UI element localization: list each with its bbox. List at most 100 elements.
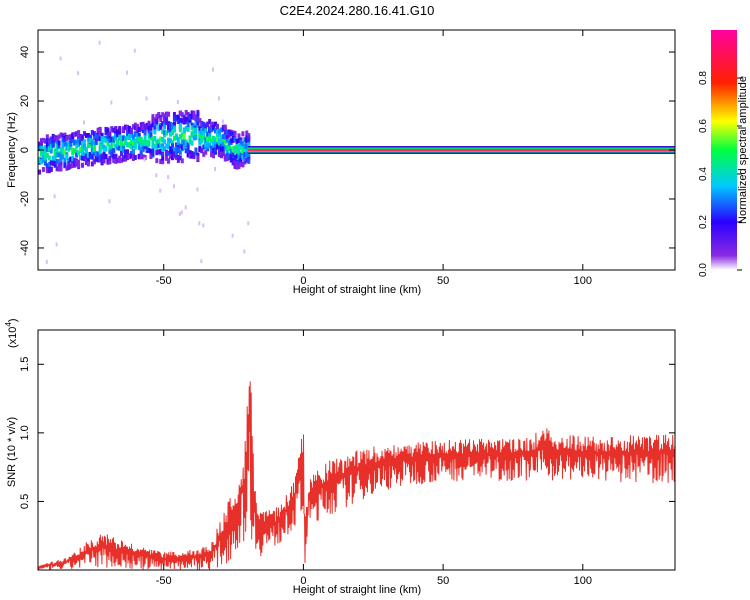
- spectrogram-cell: [51, 142, 55, 148]
- spectrogram-cell: [120, 135, 124, 141]
- spectrogram-cell: [53, 150, 57, 156]
- spectrogram-cell: [186, 112, 190, 118]
- spectrogram-cell: [92, 146, 96, 152]
- spectrogram-cell: [208, 142, 212, 148]
- spectrogram-cell: [153, 135, 157, 141]
- spectrogram-cell: [69, 141, 73, 147]
- spectrogram-cell: [98, 136, 102, 142]
- spectrogram-cell: [172, 151, 176, 157]
- spectrogram-cell: [223, 153, 227, 159]
- spectrogram-cell: [227, 132, 231, 138]
- spectrogram-cell: [241, 154, 245, 160]
- spectrogram-cell: [65, 155, 69, 161]
- spectrogram-cell: [59, 157, 63, 163]
- spectrogram-cell: [210, 145, 214, 151]
- spectrogram-cell: [215, 123, 219, 129]
- spectrogram-cell: [223, 145, 227, 151]
- spectrogram-cell: [47, 155, 51, 161]
- spectrogram-cell: [186, 152, 190, 158]
- spectrogram-cell: [147, 141, 151, 147]
- spectrogram-cell: [176, 157, 180, 163]
- spectrogram-cell: [124, 136, 128, 142]
- spectrogram-cell: [122, 147, 126, 153]
- spectrogram-cell: [86, 152, 90, 158]
- spectrogram-cell: [223, 129, 227, 135]
- spectrogram-cell: [143, 126, 147, 132]
- spectrogram-cell: [247, 151, 251, 157]
- spectrogram-cell: [47, 146, 51, 152]
- spectrogram-cell: [178, 143, 182, 149]
- spectrogram-cell: [116, 132, 120, 138]
- spectrogram-cell: [212, 136, 216, 142]
- spectrogram-cell: [182, 118, 186, 124]
- spectrogram-cell: [214, 141, 218, 147]
- spectrogram-cell: [55, 152, 59, 158]
- snr-ylabel: SNR (10 * v/v): [6, 417, 18, 487]
- spectrogram-cell: [174, 154, 178, 160]
- spectrogram-cell: [190, 153, 194, 159]
- spectrogram-cell: [118, 145, 122, 151]
- spectrogram-cell: [147, 147, 151, 153]
- spectrogram-xlabel: Height of straight line (km): [293, 284, 421, 296]
- snr-ytick-label: 0.5: [19, 494, 31, 509]
- spectrogram-cell: [198, 147, 202, 153]
- spectrogram-cell: [188, 135, 192, 141]
- spectrogram-cell: [88, 138, 92, 144]
- spectrogram-cell: [170, 155, 174, 161]
- spectrogram-cell: [137, 145, 141, 151]
- spectrogram-cell: [169, 153, 173, 159]
- spectrogram-cell: [82, 156, 86, 162]
- spectrogram-cell: [127, 154, 131, 160]
- spectrogram-cell: [77, 138, 81, 144]
- spectrogram-cell: [155, 158, 159, 164]
- spectrogram-cell: [196, 111, 200, 117]
- spectrogram-cell: [77, 130, 81, 136]
- spectrogram-cell: [73, 148, 77, 154]
- spectrogram-axes: -50 0 50 100 -40 -20 0 20 40: [19, 30, 675, 287]
- spectrogram-cell: [176, 136, 180, 142]
- colorbar: 0.0 0.2 0.4 0.6 0.8 Normalized spectral ampl…: [698, 30, 749, 277]
- spectrogram-cell: [114, 153, 118, 159]
- spectrogram-cell: [96, 127, 100, 133]
- spectrogram-cell: [143, 144, 147, 150]
- spectrogram-cell: [204, 149, 208, 155]
- spectrogram-cell: [81, 135, 85, 141]
- colorbar-tick-label: 0.0: [698, 263, 709, 277]
- spectrogram-cell: [202, 126, 206, 132]
- spectrogram-cell: [129, 132, 133, 138]
- spectrogram-cell: [233, 148, 237, 154]
- spectrogram-cell: [135, 137, 139, 143]
- spectrogram-cell: [182, 133, 186, 139]
- spectrogram-cell: [170, 130, 174, 136]
- spectrogram-cell: [114, 158, 118, 164]
- spectrogram-cell: [43, 145, 47, 151]
- spectrogram-cell: [245, 151, 249, 157]
- spectrogram-cell: [178, 155, 182, 161]
- spectrogram-cell: [135, 131, 139, 137]
- spectrogram-cell: [182, 129, 186, 135]
- spectrogram-cell: [86, 155, 90, 161]
- spectrogram-cell: [176, 154, 180, 160]
- spectrogram-cell: [167, 137, 171, 143]
- spectrogram-cell: [145, 124, 149, 130]
- spectrogram-cell: [235, 160, 239, 166]
- spectrogram-cell: [231, 131, 235, 137]
- spectrogram-cell: [108, 159, 112, 165]
- spectrogram-cell: [69, 134, 73, 140]
- spectrogram-cell: [163, 122, 167, 128]
- spectrogram-cell: [82, 143, 86, 149]
- spectrogram-cell: [237, 154, 241, 160]
- spectrogram-cell: [110, 127, 114, 133]
- spectrogram-cell: [53, 137, 57, 143]
- spectrogram-cell: [231, 152, 235, 158]
- spectrogram-cell: [43, 151, 47, 157]
- spectrogram-cell: [225, 137, 229, 143]
- spectrogram-cell: [129, 150, 133, 156]
- spectrogram-cell: [61, 133, 65, 139]
- spectrogram-cell: [155, 150, 159, 156]
- spectrogram-cell: [167, 144, 171, 150]
- snr-axes: -50 0 50 100 0.5 1.0 1.5: [19, 330, 675, 587]
- spectrogram-cell: [88, 134, 92, 140]
- spectrogram-cell: [90, 161, 94, 167]
